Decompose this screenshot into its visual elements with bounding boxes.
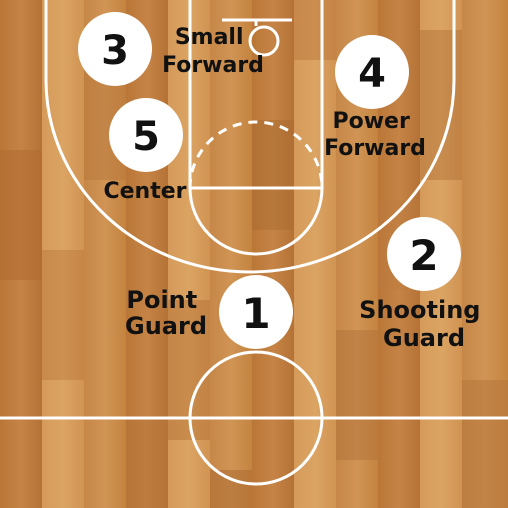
player-label-1: Point Guard (125, 286, 207, 340)
player-marker-3: 3 Small Forward (78, 12, 264, 86)
player-circle-3 (78, 12, 152, 86)
free-throw-circle-upper-dashed (188, 120, 324, 189)
player-circle-4 (335, 35, 409, 109)
rim (248, 25, 280, 57)
player-marker-4: 4 Power Forward (324, 35, 426, 161)
player-number-4: 4 (358, 51, 386, 97)
center-circle (188, 350, 324, 486)
court-lines (0, 0, 508, 486)
player-label-5: Center (103, 179, 186, 204)
free-throw-circle-lower (188, 187, 324, 256)
player-number-3: 3 (101, 28, 129, 74)
player-marker-2: 2 Shooting Guard (359, 217, 489, 352)
player-circle-1 (219, 275, 293, 349)
player-circle-5 (109, 98, 183, 172)
player-number-2: 2 (409, 231, 438, 280)
player-label-3: Small Forward (162, 25, 264, 78)
player-label-2: Shooting Guard (359, 296, 489, 352)
player-number-1: 1 (241, 289, 270, 338)
player-marker-1: 1 Point Guard (125, 275, 293, 349)
player-circle-2 (387, 217, 461, 291)
three-point-arc (44, 0, 456, 274)
player-number-5: 5 (132, 114, 160, 160)
player-marker-5: 5 Center (103, 98, 187, 204)
player-label-4: Power Forward (324, 109, 426, 161)
